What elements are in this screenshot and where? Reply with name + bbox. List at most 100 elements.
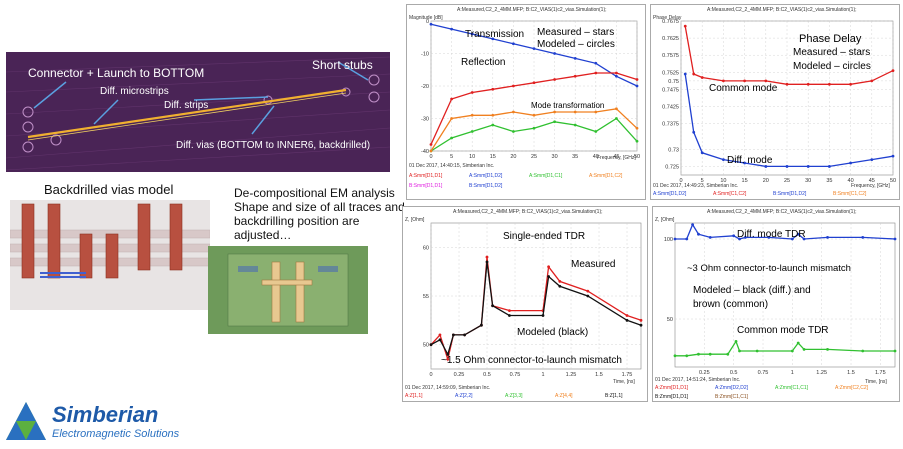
series-point	[790, 237, 794, 241]
x-tick-label: 0.25	[454, 372, 465, 378]
y-tick-label: 0.73	[668, 147, 679, 153]
series-point	[683, 72, 687, 76]
series-point	[594, 71, 598, 75]
series-point	[722, 158, 725, 162]
series-point	[802, 348, 806, 351]
chart3-header: A:Measured,C2_2_4MM.MFP; B:C2_VIAS(1)c2_…	[453, 209, 603, 215]
chart2-ann-modeled: Modeled – circles	[793, 61, 871, 72]
x-tick-label: 0	[679, 178, 682, 184]
series-point	[491, 123, 495, 127]
chart2-legend-item: B:Smm[D1,D2]	[773, 191, 807, 197]
x-tick-label: 15	[742, 178, 748, 184]
chart4-ann-common-tdr: Common mode TDR	[737, 325, 829, 336]
x-tick-label: 35	[572, 154, 578, 160]
chart1-legend-item: A:Smm[D1,D2]	[469, 173, 503, 179]
diff-strips-label: Diff. strips	[164, 100, 209, 111]
series-line	[430, 261, 642, 357]
series-point	[470, 130, 474, 133]
series-point	[615, 71, 618, 75]
y-tick-label: 0.7475	[662, 87, 679, 93]
y-tick-label: 50	[423, 343, 429, 349]
series-point	[491, 304, 494, 308]
chart-magnitude: A:Measured,C2_2_4MM.MFP; B:C2_VIAS(1)c2_…	[406, 4, 646, 200]
y-tick-label: 0.7625	[662, 36, 679, 42]
chart1-ylabel: Magnitude [dB]	[409, 15, 443, 21]
series-point	[450, 27, 453, 31]
series-point	[625, 318, 629, 322]
series-point	[785, 165, 789, 168]
series-point	[446, 353, 450, 356]
y-tick-label: 50	[667, 317, 673, 323]
series-point	[532, 47, 536, 51]
series-point	[700, 151, 704, 155]
series-point	[764, 79, 768, 83]
series-point	[826, 236, 829, 239]
chart-phase-delay: A:Measured,C2_2_4MM.MFP; B:C2_VIAS(1)c2_…	[650, 4, 900, 200]
series-point	[573, 56, 577, 60]
diff-trace-line	[27, 88, 347, 139]
vias-3d-model-image	[10, 200, 210, 310]
chart3-legend: A:Z[1,1] A:Z[2,2] A:Z[3,3] A:Z[4,4] B:Z[…	[405, 393, 647, 403]
series-point	[450, 97, 453, 101]
x-tick-label: 25	[531, 154, 537, 160]
x-tick-label: 5	[450, 154, 453, 160]
chart3-legend-item: A:Z[2,2]	[455, 393, 473, 399]
chart2-plot: 0 5 10 15 20 25 30 35 40 45 50 0.7675 0.7625 0.7575 0.…	[662, 19, 896, 184]
series-point	[547, 265, 550, 269]
x-tick-label: 15	[490, 154, 496, 160]
chart4-legend-item: B:Zmm[C1,C1]	[715, 394, 749, 400]
chart3-legend-item: A:Z[4,4]	[555, 393, 573, 399]
series-point	[532, 81, 536, 85]
chart1-legend-item: B:Smm[D1,D1]	[409, 183, 443, 189]
series-line	[684, 73, 894, 168]
diff-vias-label: Diff. vias (BOTTOM to INNER6, backdrille…	[176, 140, 371, 151]
x-tick-label: 0.5	[730, 370, 738, 376]
em-analysis-line3: backdrilling position are	[234, 214, 360, 228]
chart4-footer: 01 Dec 2017, 14:51:24, Simberian Inc.	[655, 377, 741, 383]
chart1-footer: 01 Dec 2017, 14:40:15, Simberian Inc.	[409, 163, 495, 169]
series-point	[512, 42, 515, 46]
series-point	[573, 74, 577, 78]
chart3-xlabel: Time, [ns]	[613, 379, 635, 385]
series-point	[553, 52, 556, 55]
series-point	[512, 130, 515, 133]
x-tick-label: 1.75	[875, 370, 886, 376]
series-point	[512, 110, 515, 114]
x-tick-label: 0.25	[699, 370, 710, 376]
x-tick-label: 40	[593, 154, 599, 160]
series-point	[485, 255, 489, 259]
x-tick-label: 0	[429, 372, 432, 378]
series-point	[635, 139, 639, 143]
series-point	[796, 341, 800, 345]
series-point	[790, 349, 794, 353]
series-point	[586, 289, 590, 293]
series-point	[726, 352, 730, 356]
chart2-ylabel: Phase Delay	[653, 15, 682, 21]
series-point	[635, 126, 639, 130]
series-point	[480, 323, 483, 327]
series-point	[429, 149, 433, 153]
chart4-legend-item: A:Zmm[C1,C1]	[775, 385, 809, 391]
chart2-header: A:Measured,C2_2_4MM.MFP; B:C2_VIAS(1)c2_…	[707, 7, 857, 13]
chart3-ylabel: Z, [Ohm]	[405, 217, 425, 223]
series-point	[450, 117, 453, 120]
series-point	[573, 110, 577, 114]
x-tick-label: 30	[552, 154, 558, 160]
chart-single-ended-tdr: A:Measured,C2_2_4MM.MFP; B:C2_VIAS(1)c2_…	[402, 206, 648, 402]
chart4-legend: A:Zmm[D1,D1] A:Zmm[D2,D2] A:Zmm[C1,C1] A…	[655, 385, 899, 403]
simberian-logo: Simberian Electromagnetic Solutions	[4, 400, 204, 446]
em-analysis-line1: De-compositional EM analysis	[234, 186, 395, 200]
series-point	[446, 357, 450, 361]
series-point	[692, 72, 696, 76]
series-point	[615, 107, 618, 111]
x-tick-label: 25	[784, 178, 790, 184]
y-tick-label: 0	[426, 19, 429, 25]
series-point	[743, 161, 746, 165]
x-tick-label: 10	[720, 178, 726, 184]
series-point	[594, 61, 598, 65]
em-analysis-line2: Shape and size of all traces and	[234, 200, 405, 214]
series-point	[491, 113, 495, 117]
x-tick-label: 50	[634, 154, 640, 160]
y-tick-label: 60	[423, 245, 429, 251]
chart2-footer: 01 Dec 2017, 14:49:23, Simberian Inc.	[653, 183, 739, 189]
